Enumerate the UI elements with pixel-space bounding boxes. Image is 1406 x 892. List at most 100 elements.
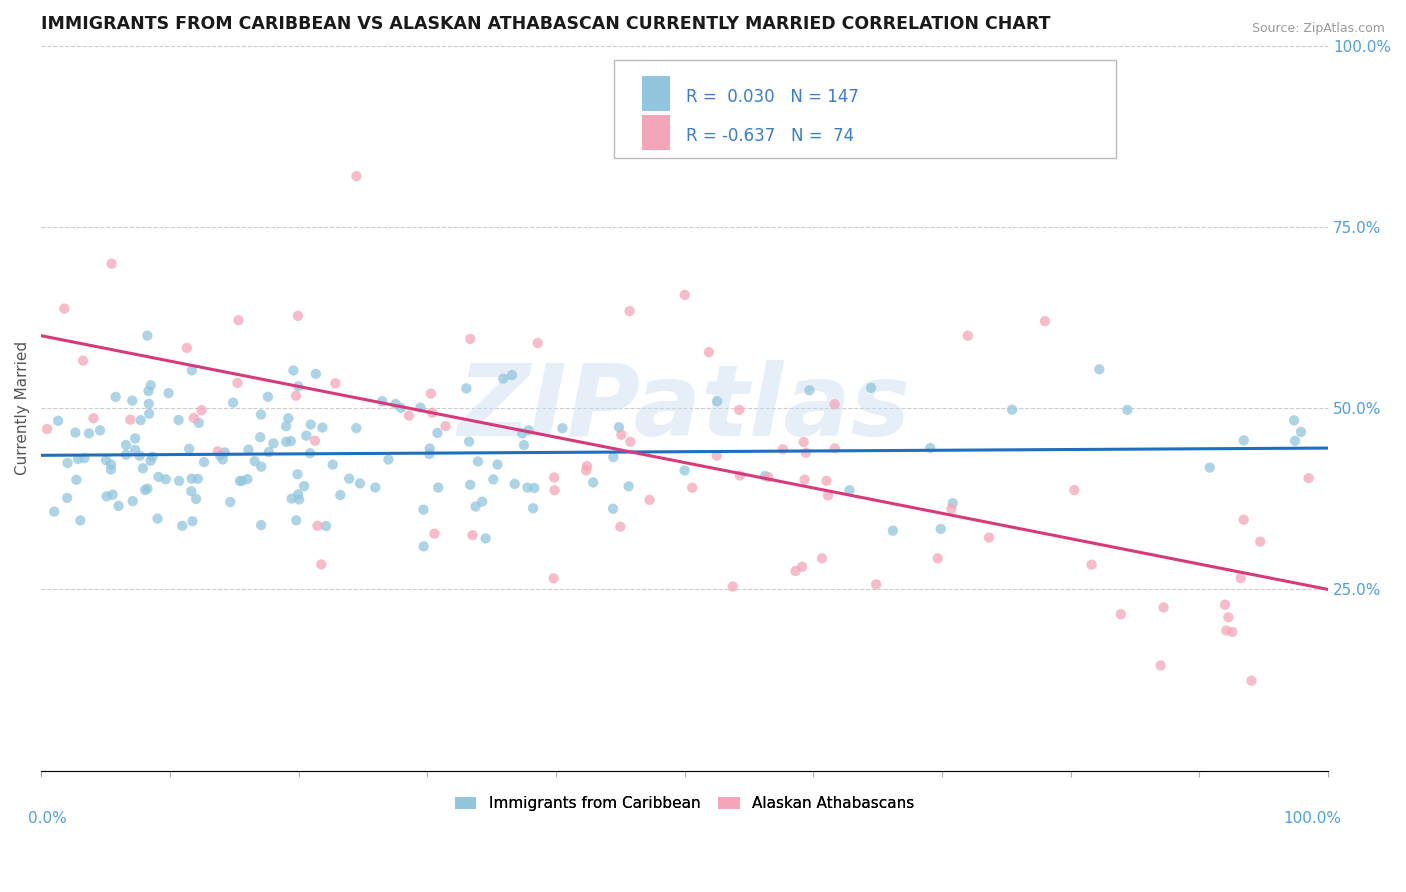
Point [1063, 483, 1085, 497]
Point [1249, 534, 1271, 549]
Point [638, 492, 661, 507]
Point [315, 519, 337, 533]
Point [276, 434, 298, 449]
Point [167, 474, 190, 488]
Point [364, 481, 387, 495]
Point [346, 169, 368, 184]
Point [673, 463, 696, 477]
Point [72, 353, 94, 368]
Point [257, 445, 280, 459]
Point [325, 376, 347, 391]
Point [229, 474, 252, 488]
Point [285, 513, 308, 527]
Point [384, 397, 406, 411]
Point [927, 551, 949, 566]
Point [107, 499, 129, 513]
Point [193, 455, 215, 469]
Point [377, 452, 399, 467]
Point [228, 313, 250, 327]
Point [706, 449, 728, 463]
Point [956, 328, 979, 343]
Point [412, 502, 434, 516]
Point [412, 540, 434, 554]
Point [134, 483, 156, 497]
Point [543, 571, 565, 585]
Point [551, 421, 574, 435]
Point [1218, 610, 1240, 624]
Point [250, 408, 273, 422]
Point [219, 495, 242, 509]
Point [1153, 600, 1175, 615]
Point [100, 458, 122, 472]
Point [860, 381, 883, 395]
Point [1298, 471, 1320, 485]
Point [283, 363, 305, 377]
Point [184, 491, 207, 506]
Point [1220, 624, 1243, 639]
Point [120, 412, 142, 426]
Point [434, 419, 457, 434]
Point [882, 524, 904, 538]
Point [179, 442, 201, 456]
Point [309, 558, 332, 572]
Point [619, 434, 641, 449]
Point [526, 336, 548, 351]
Point [817, 488, 839, 502]
Point [209, 449, 232, 463]
Point [460, 332, 482, 346]
Point [673, 288, 696, 302]
Point [681, 481, 703, 495]
Point [299, 446, 322, 460]
Point [492, 372, 515, 386]
Point [1198, 460, 1220, 475]
Point [467, 454, 489, 468]
Point [243, 454, 266, 468]
Point [138, 397, 160, 411]
FancyBboxPatch shape [614, 60, 1116, 158]
Point [503, 477, 526, 491]
Point [422, 406, 444, 420]
Point [523, 481, 546, 495]
Point [305, 367, 328, 381]
Point [157, 386, 180, 401]
Point [1080, 558, 1102, 572]
Point [423, 526, 446, 541]
Y-axis label: Currently Married: Currently Married [15, 341, 30, 475]
Point [482, 472, 505, 486]
Point [299, 417, 322, 432]
Point [754, 469, 776, 483]
Point [187, 472, 209, 486]
Point [250, 518, 273, 533]
Point [929, 522, 952, 536]
Point [295, 428, 318, 442]
Point [697, 345, 720, 359]
Point [815, 474, 838, 488]
Point [115, 438, 138, 452]
Point [772, 442, 794, 457]
Point [287, 309, 309, 323]
Point [607, 420, 630, 434]
Point [543, 470, 565, 484]
Point [427, 481, 450, 495]
Point [838, 483, 860, 498]
Point [419, 386, 441, 401]
Point [824, 397, 846, 411]
Point [89, 423, 111, 437]
Point [238, 442, 260, 457]
Point [941, 501, 963, 516]
Text: 100.0%: 100.0% [1284, 811, 1341, 826]
Point [728, 468, 751, 483]
Point [1033, 314, 1056, 328]
Point [128, 449, 150, 463]
Text: ZIPatlas: ZIPatlas [458, 359, 911, 457]
Point [277, 411, 299, 425]
Point [236, 472, 259, 486]
Point [46, 414, 69, 428]
Point [371, 394, 394, 409]
Point [609, 519, 631, 533]
Point [419, 442, 441, 456]
Point [187, 416, 209, 430]
Point [977, 531, 1000, 545]
Point [67, 452, 90, 467]
Point [69, 513, 91, 527]
